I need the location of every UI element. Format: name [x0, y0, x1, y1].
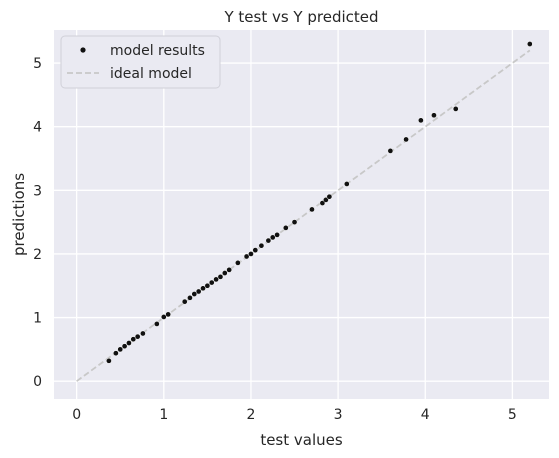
data-point: [213, 276, 219, 283]
data-point: [165, 311, 172, 318]
data-point: [134, 333, 141, 340]
data-point: [326, 193, 333, 200]
legend-label-model-results: model results: [110, 43, 205, 59]
data-point: [235, 260, 241, 266]
y-tick-label: 0: [33, 374, 42, 390]
data-point: [452, 106, 459, 112]
data-point: [153, 321, 160, 327]
data-point: [431, 112, 437, 119]
data-point: [252, 247, 259, 253]
x-tick-label: 2: [246, 407, 255, 423]
data-point: [269, 234, 276, 241]
data-point: [418, 117, 424, 124]
data-point: [265, 237, 272, 244]
grid: [54, 30, 549, 399]
data-point: [187, 294, 193, 301]
x-axis-label: test values: [260, 431, 343, 449]
data-point: [181, 298, 188, 305]
data-point: [106, 357, 112, 364]
ideal-line-layer: [76, 49, 531, 382]
data-point: [526, 41, 533, 47]
data-point: [121, 343, 128, 350]
data-point: [140, 330, 146, 337]
x-tick-label: 5: [508, 407, 517, 423]
data-point: [403, 136, 409, 143]
data-point: [291, 219, 298, 225]
x-tick-label: 4: [421, 407, 430, 423]
data-point: [387, 148, 394, 154]
y-tick-label: 2: [33, 247, 42, 263]
data-point: [309, 206, 315, 213]
data-point: [282, 225, 289, 231]
chart-title: Y test vs Y predicted: [223, 8, 378, 26]
y-axis-label: predictions: [10, 173, 28, 256]
data-point: [191, 291, 198, 297]
data-point: [217, 273, 224, 280]
data-point: [113, 350, 119, 357]
data-point: [117, 346, 124, 353]
y-tick-label: 5: [33, 56, 42, 72]
y-tick-label: 1: [33, 311, 42, 327]
data-point: [195, 288, 202, 295]
data-point: [130, 336, 137, 343]
data-point: [126, 340, 132, 346]
y-tick-label: 3: [33, 183, 42, 199]
data-point: [221, 270, 228, 276]
data-point: [160, 314, 167, 320]
data-point: [343, 181, 350, 187]
data-point: [208, 279, 215, 286]
x-tick-label: 0: [72, 407, 81, 423]
ideal-model-line: [76, 49, 531, 382]
tick-labels: 0 1 2 3 4 5 0 1 2 3 4 5: [33, 56, 517, 423]
data-point: [226, 267, 233, 273]
legend-box: [60, 35, 221, 89]
y-tick-label: 4: [33, 120, 42, 136]
data-point: [319, 200, 326, 206]
data-point: [258, 242, 265, 249]
legend-label-ideal-model: ideal model: [110, 66, 192, 82]
legend-marker-model-results: [80, 47, 86, 53]
data-point: [204, 282, 211, 289]
data-point: [200, 285, 206, 292]
legend: model results ideal model: [60, 35, 221, 89]
data-point: [248, 251, 254, 257]
data-point: [323, 197, 329, 203]
data-point: [274, 232, 280, 238]
data-point: [243, 253, 250, 260]
x-tick-label: 3: [334, 407, 343, 423]
x-tick-label: 1: [159, 407, 168, 423]
points-layer: [106, 41, 533, 364]
